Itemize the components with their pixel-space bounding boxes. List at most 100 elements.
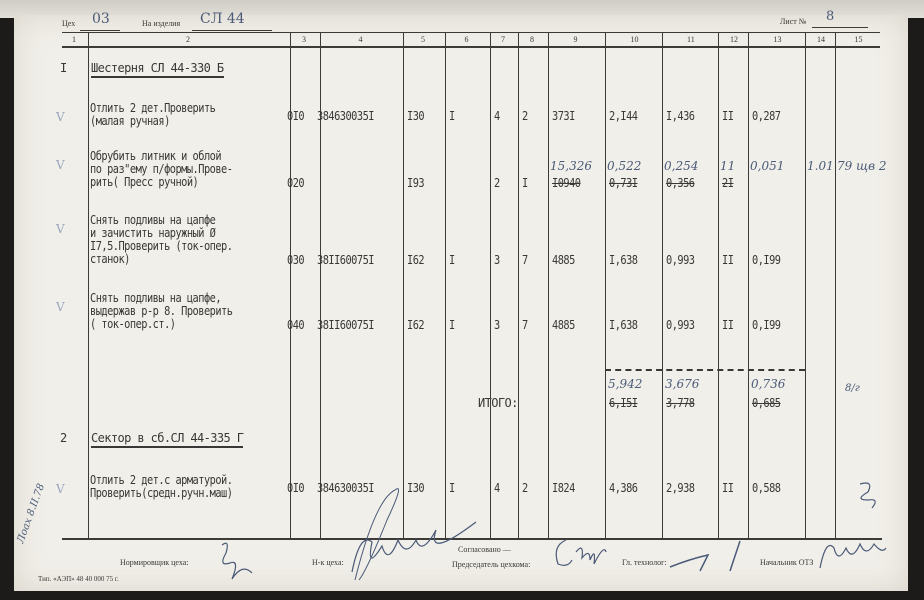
- section-number: I: [60, 61, 67, 75]
- section-number: 2: [60, 431, 67, 445]
- signature-normer: [221, 542, 253, 580]
- cell-c11: 0,993: [666, 318, 695, 332]
- initials-row5: [859, 482, 876, 509]
- product-underline: [192, 30, 272, 31]
- operation-text: Проверить(средн.ручн.маш): [90, 486, 233, 500]
- column-number: 1: [72, 35, 76, 44]
- operation-text: Снять подливы на цапфе: [90, 213, 216, 227]
- cell-c12: II: [722, 318, 734, 332]
- column-number: 10: [630, 35, 639, 44]
- printer-imprint: Тип. «АЭП» 48 40 000 75 г.: [38, 575, 119, 583]
- cell-code: 384630035I: [317, 481, 374, 495]
- column-number: 12: [730, 35, 738, 44]
- agreed-label: Согласовано —: [458, 545, 511, 554]
- column-divider: [445, 33, 446, 539]
- total-handwritten-c13: 0,736: [751, 377, 786, 391]
- cell-c8: 7: [522, 253, 528, 267]
- sheet-value: 8: [826, 9, 835, 24]
- cell-c9: I0940: [552, 176, 581, 190]
- column-number: 9: [573, 35, 578, 44]
- handwritten-c13: 0,051: [750, 159, 785, 173]
- header-bottom-line: [62, 46, 880, 48]
- operation-text: станок): [90, 252, 130, 266]
- operation-text: Отлить 2 дет.с арматурой.: [90, 473, 233, 487]
- handwritten-c9: 15,326: [550, 159, 592, 173]
- technologist-label: Гл. технолог:: [622, 558, 667, 567]
- operation-text: Обрубить литник и облой: [90, 149, 222, 163]
- cell-code: 384630035I: [317, 109, 374, 123]
- cell-c13: 0,588: [752, 481, 781, 495]
- sheet-underline: [812, 27, 868, 28]
- cell-c6: I: [449, 318, 455, 332]
- cell-c5: I62: [407, 318, 425, 332]
- cell-op: 0I0: [287, 481, 305, 495]
- product-label: На изделия: [142, 19, 181, 28]
- cell-c8: 7: [522, 318, 528, 332]
- cell-c5: I30: [407, 109, 425, 123]
- table-bottom-line: [62, 538, 882, 540]
- column-number: 2: [186, 35, 190, 44]
- cell-c12: II: [722, 481, 734, 495]
- check-mark: V: [56, 110, 65, 124]
- operation-text: ( ток-опер.ст.): [90, 317, 176, 331]
- chairman-label: Председатель цехкома:: [452, 560, 531, 569]
- cell-c10: I,638: [609, 318, 638, 332]
- handwritten-c14: 1.01: [807, 159, 834, 173]
- cell-c10: 4,386: [609, 481, 638, 495]
- column-divider: [662, 33, 663, 539]
- total-label: ИТОГО:: [478, 396, 518, 410]
- cell-c10: I,638: [609, 253, 638, 267]
- head-label: Н-к цеха:: [312, 558, 344, 567]
- operation-text: выдержав р-р 8. Проверить: [90, 304, 233, 318]
- signature-over-row5: [354, 488, 400, 581]
- cell-c10: 2,I44: [609, 109, 638, 123]
- signature-otz: [819, 542, 887, 569]
- document-sheet: [14, 15, 908, 591]
- column-number: 14: [817, 35, 825, 44]
- cell-c11: I,436: [666, 109, 695, 123]
- cell-c9: I824: [552, 481, 575, 495]
- cell-c13: 0,I99: [752, 318, 781, 332]
- total-handwritten-c10: 5,942: [608, 377, 643, 391]
- cell-c10: 0,73I: [609, 176, 638, 190]
- column-divider: [490, 33, 491, 539]
- handwritten-c11: 0,254: [664, 159, 699, 173]
- cell-c13: 0,287: [752, 109, 781, 123]
- handwritten-c10: 0,522: [607, 159, 642, 173]
- column-divider: [718, 33, 719, 539]
- cell-c12: II: [722, 109, 734, 123]
- operation-text: Снять подливы на цапфе,: [90, 291, 222, 305]
- check-mark: V: [56, 158, 65, 172]
- column-number: 7: [501, 35, 505, 44]
- cell-c5: I62: [407, 253, 425, 267]
- shop-label: Цех: [62, 19, 76, 28]
- cell-c7: 3: [494, 318, 500, 332]
- cell-op: 030: [287, 253, 305, 267]
- cell-c8: I: [522, 176, 528, 190]
- underlying-page-edge: [0, 0, 924, 18]
- column-divider: [548, 33, 549, 539]
- cell-c9: 373I: [552, 109, 575, 123]
- column-number: 8: [530, 35, 534, 44]
- signature-chairman: [555, 539, 607, 566]
- check-mark: V: [56, 300, 65, 314]
- handwritten-c12: 11: [720, 159, 736, 173]
- cell-c9: 4885: [552, 253, 575, 267]
- column-number: 4: [358, 35, 363, 44]
- operation-text: рить( Пресс ручной): [90, 175, 199, 189]
- total-c11: 3,778: [666, 396, 695, 410]
- header-top-line: [62, 32, 880, 33]
- cell-c12: 2I: [722, 176, 734, 190]
- cell-c11: 2,938: [666, 481, 695, 495]
- total-handwritten-c15: 8/г: [845, 383, 860, 394]
- cell-c5: I93: [407, 176, 425, 190]
- operation-text: I7,5.Проверить (ток-опер.: [90, 239, 233, 253]
- column-number: 3: [302, 35, 306, 44]
- column-divider: [320, 33, 321, 539]
- column-divider: [403, 33, 404, 539]
- cell-c9: 4885: [552, 318, 575, 332]
- check-mark: V: [56, 222, 65, 236]
- column-divider: [748, 33, 749, 539]
- column-divider: [835, 33, 836, 539]
